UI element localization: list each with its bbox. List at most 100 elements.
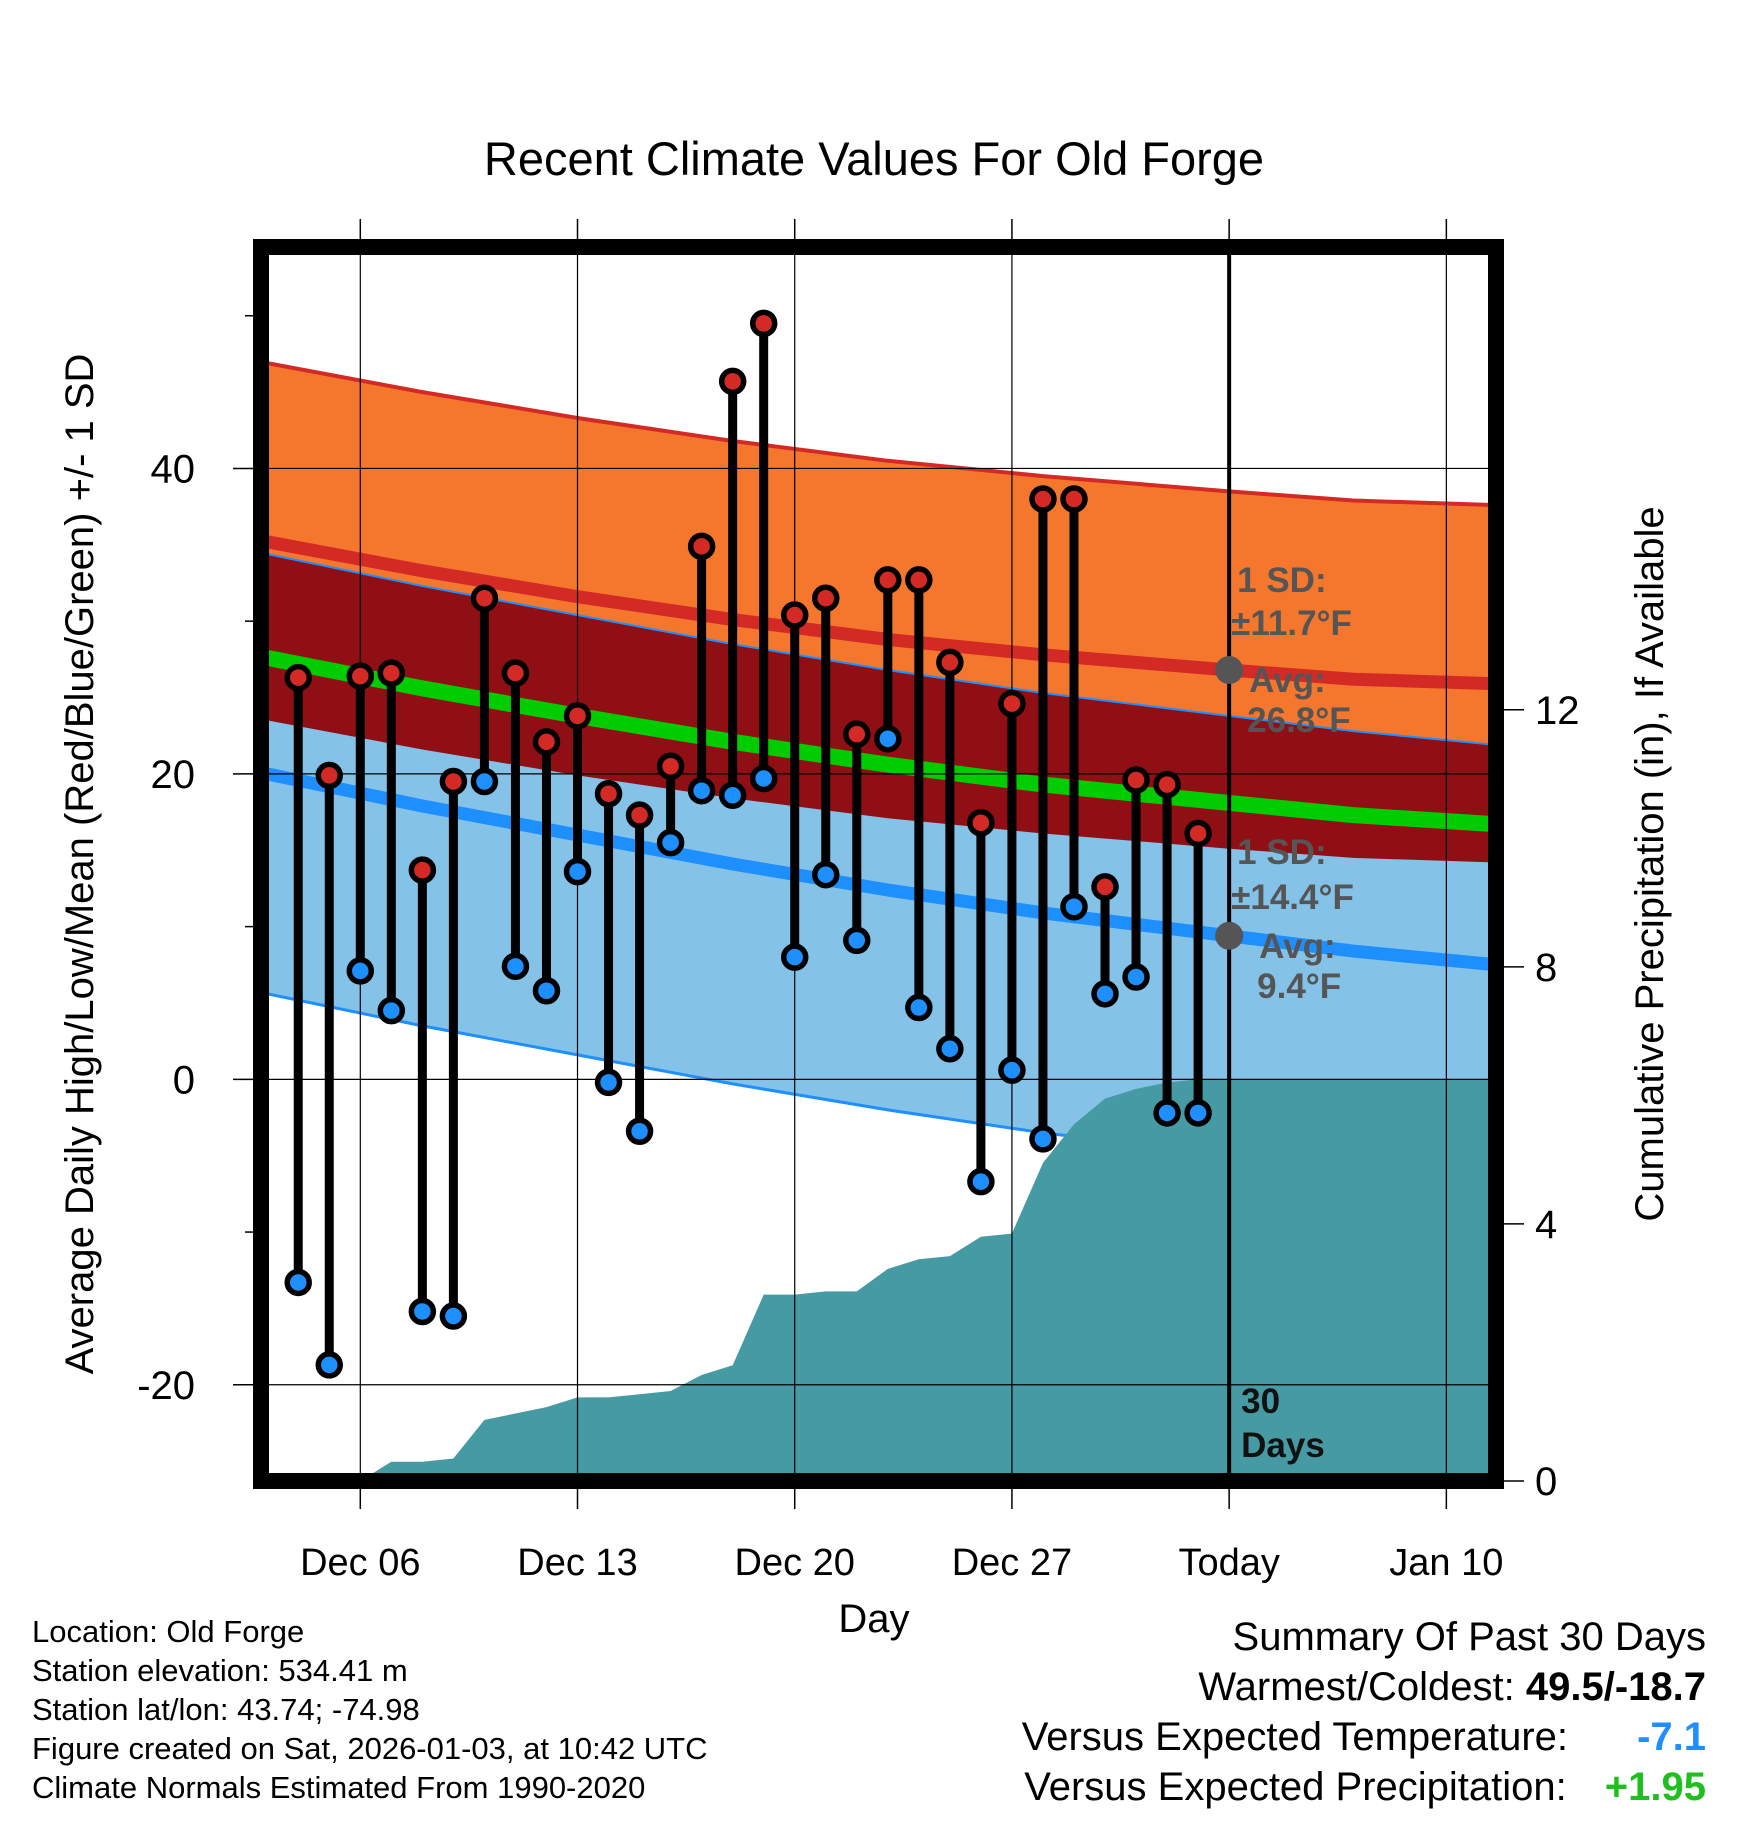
daily-low-point [998,1056,1026,1084]
daily-low-point [1029,1125,1057,1153]
daily-high-point [532,728,561,756]
daily-low-point [1153,1099,1181,1127]
x-axis-label: Day [838,1597,909,1641]
elevation-text: Station elevation: 534.41 m [32,1653,408,1688]
daily-high-point [1153,770,1181,799]
plot-frame [253,239,1504,1489]
x-tick-label: Today [1178,1542,1279,1584]
low-avg-marker [1215,921,1244,950]
overlap-band [267,554,1496,863]
daily-high-point [1184,819,1212,848]
daily-low-point [656,828,685,857]
daily-high-point [1060,485,1088,513]
daily-high-point [625,801,654,829]
daily-high-point [1122,766,1150,794]
y-tick-label-left: 20 [151,753,196,797]
y-tick-label-left: -20 [137,1364,195,1408]
daily-low-point [1060,893,1088,921]
daily-low-point [439,1302,468,1330]
daily-high-point [687,532,716,561]
y-tick-label-right: 12 [1535,689,1580,733]
daily-low-point [1122,963,1150,991]
daily-high-point [811,584,840,613]
x-tick-label: Dec 20 [735,1542,855,1584]
y-tick-label-right: 0 [1535,1460,1557,1504]
daily-low-point [967,1167,995,1196]
chart-title: Recent Climate Values For Old Forge [484,132,1264,185]
created-text: Figure created on Sat, 2026-01-03, at 10… [32,1731,708,1766]
daily-high-point [1029,485,1057,513]
daily-high-point [377,659,406,687]
daily-high-point [315,761,344,790]
daily-high-point [470,584,499,613]
daily-low-point [563,857,592,886]
daily-low-point [687,776,716,805]
daily-low-point [936,1035,964,1063]
warm-cold-value: 49.5/-18.7 [1525,1665,1706,1709]
temp-diff-label: Versus Expected Temperature: [1021,1715,1568,1759]
daily-high-point [843,720,871,748]
temp-diff-value: -7.1 [1637,1715,1706,1759]
daily-low-point [315,1351,344,1379]
normal-low-line [265,767,1496,972]
cumulative-precip-area [360,1079,1496,1481]
daily-high-point [874,566,902,594]
summary-panel: Summary Of Past 30 Days Warmest/Coldest:… [1022,1612,1706,1812]
daily-high-point [1091,873,1119,901]
x-tick-label: Jan 10 [1389,1542,1503,1584]
daily-high-point [998,689,1026,718]
daily-high-point [563,702,592,730]
high-sd-value: ±11.7°F [1231,604,1352,643]
daily-high-point [967,809,995,837]
high-avg-marker [1215,656,1244,685]
precip-diff-value: +1.95 [1604,1765,1706,1809]
daily-low-point [594,1068,623,1097]
daily-low-point [905,993,933,1022]
summary-precip-row: Versus Expected Precipitation: +1.95 [1022,1762,1706,1812]
daily-low-point [874,725,902,753]
station-info: Location: Old Forge Station elevation: 5… [32,1612,708,1807]
high-sd-label: 1 SD: [1237,561,1326,600]
low-sd-label: 1 SD: [1237,833,1326,872]
daily-low-point [1184,1099,1212,1127]
daily-low-point [532,977,561,1005]
daily-low-point [625,1117,654,1146]
y-tick-label-right: 8 [1535,946,1557,990]
daily-low-point [749,764,778,793]
x-tick-label: Dec 27 [952,1542,1072,1584]
daily-high-point [594,779,623,808]
high-avg-label: Avg: [1249,661,1325,700]
daily-high-point [780,601,809,629]
y-tick-label-left: 40 [151,447,196,491]
daily-low-point [718,781,747,810]
low-avg-value: 9.4°F [1257,967,1341,1006]
daily-low-point [470,767,499,796]
daily-low-point [346,957,375,985]
warm-cold-label: Warmest/Coldest: [1198,1665,1515,1709]
summary-title: Summary Of Past 30 Days [1232,1615,1706,1659]
daily-high-point [656,752,685,781]
precip-diff-label: Versus Expected Precipitation: [1024,1765,1567,1809]
normals-text: Climate Normals Estimated From 1990-2020 [32,1770,646,1805]
low-sd-value: ±14.4°F [1231,878,1354,917]
daily-high-point [501,659,530,687]
x-tick-label: Dec 06 [300,1542,420,1584]
daily-high-point [936,648,964,677]
daily-high-point [718,367,747,396]
y-axis-label-left: Average Daily High/Low/Mean (Red/Blue/Gr… [58,354,102,1375]
daily-low-point [780,943,809,971]
daily-low-point [501,952,530,981]
daily-low-point [284,1268,312,1297]
y-tick-label-left: 0 [173,1058,195,1102]
high-sd-upper-edge [266,361,1496,508]
daily-high-point [284,663,312,692]
x-tick-label: Dec 13 [517,1542,637,1584]
normal-mean-line [265,649,1496,833]
daily-high-point [408,856,437,884]
daily-high-point [749,309,778,338]
daily-low-point [377,996,406,1025]
high-avg-value: 26.8°F [1247,701,1351,740]
daily-high-point [439,767,468,796]
daily-low-point [843,926,871,955]
